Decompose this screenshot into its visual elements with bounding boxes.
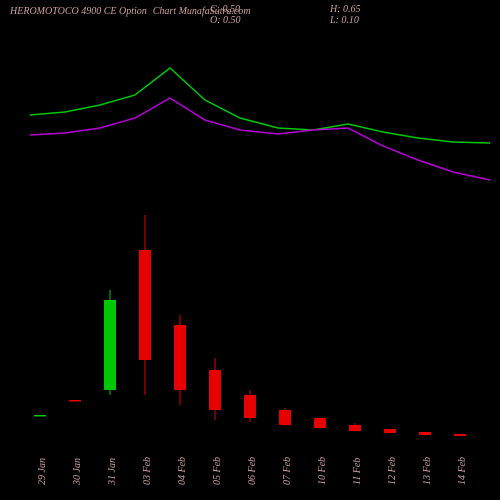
candle-body [279,410,291,425]
candle-body [384,429,396,433]
x-axis-label: 10 Feb [317,457,328,485]
candle-body [104,300,116,390]
candlestick-series [34,215,466,436]
candle-body [244,395,256,418]
candle-body [34,415,46,417]
candle-body [454,434,466,436]
x-axis-label: 04 Feb [177,457,188,485]
x-axis-label: 14 Feb [457,457,468,485]
x-axis-label: 05 Feb [212,457,223,485]
x-axis-label: 03 Feb [142,457,153,485]
x-axis-label: 07 Feb [282,457,293,485]
x-axis-label: 11 Feb [352,458,363,485]
x-axis-label: 31 Jan [107,458,118,485]
candle-body [314,418,326,428]
candle-body [69,400,81,402]
x-axis-label: 29 Jan [37,458,48,485]
x-axis-label: 30 Jan [72,458,83,485]
candle-body [419,432,431,435]
candle-body [139,250,151,360]
candle-body [209,370,221,410]
x-axis-label: 12 Feb [387,457,398,485]
x-axis-label: 13 Feb [422,457,433,485]
x-axis-label: 06 Feb [247,457,258,485]
candle-body [349,425,361,431]
candle-body [174,325,186,390]
price-chart [0,0,500,500]
